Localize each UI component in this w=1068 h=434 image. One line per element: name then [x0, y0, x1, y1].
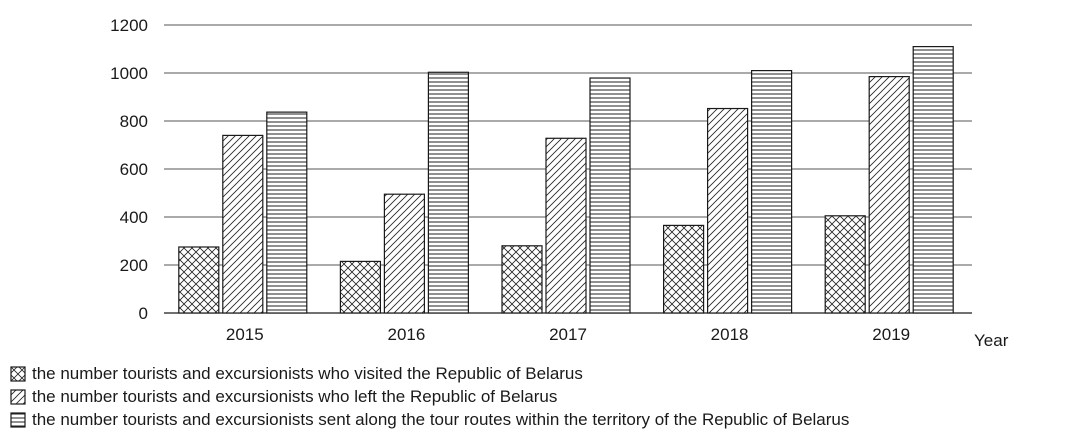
bar-2016-series-2: [383, 193, 425, 314]
bar-2016-series-3: [427, 71, 469, 314]
legend-item-3: the number tourists and excursionists se…: [10, 408, 849, 431]
legend-item-1: the number tourists and excursionists wh…: [10, 362, 849, 385]
legend-swatch-diagonal: [10, 388, 26, 405]
bar-2019-series-1: [824, 215, 866, 314]
y-tick-label: 200: [120, 256, 148, 275]
x-tick-label: 2016: [387, 325, 425, 344]
x-tick-label: 2015: [226, 325, 264, 344]
bar-2017-series-2: [545, 137, 587, 314]
y-tick-label: 0: [139, 304, 148, 323]
bar-2019-series-3: [912, 45, 954, 314]
axis-labels: 0 200 400 600 800 1000 1200 2015 2016 2017 2018 201…: [110, 16, 1009, 350]
bar-2019-series-2: [868, 75, 910, 314]
legend-item-2: the number tourists and excursionists wh…: [10, 385, 849, 408]
bar-2017-series-1: [501, 245, 543, 314]
x-tick-label: 2018: [711, 325, 749, 344]
y-tick-label: 400: [120, 208, 148, 227]
legend: the number tourists and excursionists wh…: [10, 362, 849, 431]
bar-2016-series-1: [339, 260, 381, 314]
y-tick-label: 600: [120, 160, 148, 179]
y-tick-label: 1200: [110, 16, 148, 35]
bar-2018-series-3: [750, 69, 793, 314]
bar-chart: 0 200 400 600 800 1000 1200 2015 2016 2017 2018 201…: [110, 16, 1009, 350]
bars: [178, 45, 954, 314]
x-axis-label: Year: [974, 331, 1009, 350]
legend-label: the number tourists and excursionists wh…: [32, 386, 558, 406]
legend-swatch-crosshatch: [10, 365, 26, 382]
y-tick-label: 1000: [110, 64, 148, 83]
x-tick-label: 2019: [872, 325, 910, 344]
bar-2018-series-1: [662, 224, 705, 314]
bar-2018-series-2: [706, 107, 749, 314]
bar-2017-series-3: [589, 77, 631, 314]
legend-label: the number tourists and excursionists se…: [32, 409, 850, 429]
y-tick-label: 800: [120, 112, 148, 131]
legend-label: the number tourists and excursionists wh…: [32, 363, 583, 383]
x-tick-label: 2017: [549, 325, 587, 344]
bar-2015-series-2: [222, 134, 264, 314]
legend-swatch-horizontal: [10, 411, 26, 428]
bar-2015-series-3: [266, 111, 308, 314]
bar-2015-series-1: [178, 246, 220, 314]
